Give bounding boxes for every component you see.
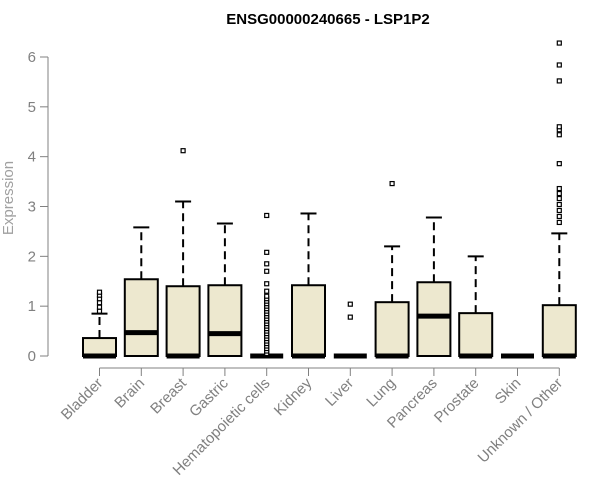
box-group (82, 289, 117, 359)
outlier-point (556, 190, 562, 197)
box (541, 304, 577, 358)
outlier-point (180, 148, 186, 154)
box (416, 281, 452, 358)
boxes-group (82, 40, 577, 359)
box (458, 312, 494, 358)
y-axis-label: Expression (0, 161, 17, 235)
outlier-point (264, 281, 270, 287)
box-group (291, 212, 326, 359)
box-group (374, 180, 410, 359)
outlier-point (96, 304, 103, 310)
box (82, 337, 117, 357)
outlier-point (556, 213, 562, 220)
box (207, 284, 243, 357)
outlier-point (347, 301, 353, 307)
box-group (541, 40, 577, 359)
outlier-point (556, 161, 562, 167)
outlier-point (264, 249, 270, 255)
y-tick-label: 2 (28, 248, 36, 265)
y-tick-label: 1 (28, 298, 36, 315)
outlier-point (556, 219, 562, 226)
outlier-point (556, 62, 562, 68)
box (165, 285, 201, 358)
y-tick-label: 4 (28, 149, 36, 166)
outlier-point (264, 212, 270, 219)
box (374, 301, 410, 357)
outlier-point (389, 180, 395, 187)
box-group (458, 255, 494, 359)
outlier-point (96, 289, 103, 295)
outlier-point (556, 185, 562, 192)
x-tick-label: Prostate (431, 375, 483, 427)
box (123, 278, 159, 357)
x-tick-label: Bladder (58, 375, 107, 424)
outlier-point (347, 314, 353, 320)
outlier-point (264, 288, 270, 294)
outlier-point (556, 124, 562, 130)
x-tick-label: Kidney (271, 374, 316, 419)
outlier-point (556, 78, 562, 84)
box-group (333, 301, 367, 359)
x-tick-label: Brain (111, 375, 148, 412)
x-tick-label: Breast (147, 374, 190, 417)
x-tick-label: Liver (322, 375, 357, 410)
outlier-point (264, 268, 270, 274)
y-tick-label: 5 (28, 99, 36, 116)
chart-title: ENSG00000240665 - LSP1P2 (226, 11, 429, 28)
outlier-point (556, 195, 562, 202)
outlier-point (264, 261, 270, 267)
box-group (207, 222, 243, 357)
outlier-point (556, 207, 562, 214)
box-group (165, 148, 201, 359)
y-tick-label: 3 (28, 199, 36, 216)
y-tick-label: 0 (28, 348, 36, 365)
box-group (416, 216, 452, 358)
outlier-point (556, 201, 562, 208)
outlier-point (556, 132, 562, 138)
x-tick-label: Skin (492, 375, 525, 408)
x-tick-label: Lung (363, 375, 399, 411)
box (291, 284, 326, 357)
box-group (123, 226, 159, 357)
outlier-point (556, 40, 562, 46)
y-tick-label: 6 (28, 49, 36, 66)
box-group (250, 212, 284, 359)
y-axis: 0 1 2 3 4 5 6 (28, 49, 49, 365)
outlier-point (264, 293, 270, 299)
